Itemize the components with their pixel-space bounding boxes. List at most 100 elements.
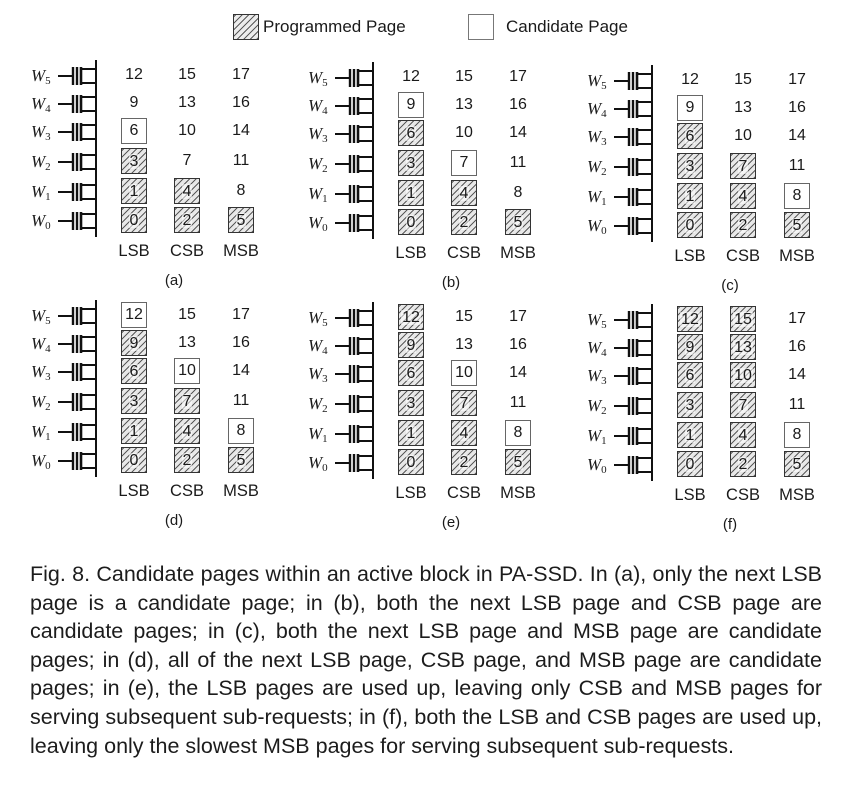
page-lsb-9: 9 <box>129 94 139 111</box>
column-header-csb: CSB <box>447 484 481 502</box>
page-msb-14: 14 <box>509 364 527 381</box>
page-lsb-1: 1 <box>398 420 424 446</box>
page-msb-5: 5 <box>505 449 531 475</box>
panel-c: W5 W4 W3 W2 W1 W0 12 15 17 9 13 16 6 10 14 3 7 11 1 4 8 0 2 5 LS… <box>584 65 843 322</box>
page-msb-16: 16 <box>788 99 806 116</box>
page-lsb-1: 1 <box>121 418 147 444</box>
wordline-label-w0: W0 <box>587 455 607 477</box>
page-lsb-12: 12 <box>398 304 424 330</box>
page-msb-11: 11 <box>232 152 250 169</box>
page-csb-4: 4 <box>730 422 756 448</box>
column-header-lsb: LSB <box>118 482 150 500</box>
page-csb-2: 2 <box>451 449 477 475</box>
wordline-label-w2: W2 <box>31 152 51 174</box>
wordline-label-w5: W5 <box>308 68 328 90</box>
wordline-label-w2: W2 <box>308 154 328 176</box>
page-csb-13: 13 <box>455 96 473 113</box>
page-csb-2: 2 <box>730 451 756 477</box>
page-lsb-3: 3 <box>121 388 147 414</box>
panel-label: (c) <box>721 277 739 294</box>
page-csb-15: 15 <box>734 71 752 88</box>
column-header-csb: CSB <box>170 482 204 500</box>
page-lsb-1: 1 <box>398 180 424 206</box>
panel-f: W5 W4 W3 W2 W1 W0 12 15 17 9 13 16 6 10 14 3 7 11 1 4 8 0 2 5 LS… <box>584 304 843 561</box>
page-lsb-12: 12 <box>121 302 147 328</box>
wordline-label-w1: W1 <box>308 424 328 446</box>
page-lsb-0: 0 <box>677 212 703 238</box>
page-csb-13: 13 <box>734 99 752 116</box>
page-lsb-6: 6 <box>121 118 147 144</box>
column-header-msb: MSB <box>500 484 536 502</box>
page-lsb-1: 1 <box>677 183 703 209</box>
page-lsb-6: 6 <box>121 358 147 384</box>
column-header-lsb: LSB <box>118 242 150 260</box>
transistor-string-icon <box>335 302 374 479</box>
column-header-lsb: LSB <box>674 486 706 504</box>
column-header-msb: MSB <box>779 247 815 265</box>
column-header-csb: CSB <box>726 486 760 504</box>
page-msb-8: 8 <box>505 420 531 446</box>
panel-label: (e) <box>441 514 461 531</box>
wordline-label-w0: W0 <box>587 216 607 238</box>
programmed-swatch <box>233 14 259 40</box>
page-msb-11: 11 <box>788 157 806 174</box>
page-msb-5: 5 <box>784 212 810 238</box>
column-header-msb: MSB <box>223 242 259 260</box>
page-csb-10: 10 <box>730 362 756 388</box>
page-msb-14: 14 <box>788 366 806 383</box>
page-csb-7: 7 <box>730 153 756 179</box>
page-msb-17: 17 <box>232 66 250 83</box>
column-header-msb: MSB <box>779 486 815 504</box>
page-msb-5: 5 <box>784 451 810 477</box>
figure-legend: Programmed Page Candidate Page <box>0 0 843 50</box>
figure-caption: Fig. 8. Candidate pages within an active… <box>30 562 822 758</box>
page-msb-17: 17 <box>509 68 527 85</box>
page-lsb-6: 6 <box>398 120 424 146</box>
wordline-label-w1: W1 <box>308 184 328 206</box>
legend-programmed-label: Programmed Page <box>263 17 406 36</box>
page-lsb-0: 0 <box>398 209 424 235</box>
page-msb-11: 11 <box>509 394 527 411</box>
page-msb-8: 8 <box>784 183 810 209</box>
panel-label: (d) <box>164 512 184 529</box>
wordline-label-w1: W1 <box>31 182 51 204</box>
page-msb-14: 14 <box>509 124 527 141</box>
wordline-label-w5: W5 <box>308 308 328 330</box>
page-csb-7: 7 <box>182 152 192 169</box>
wordline-label-w0: W0 <box>31 211 51 233</box>
page-csb-4: 4 <box>174 418 200 444</box>
wordline-label-w3: W3 <box>587 127 607 149</box>
page-msb-16: 16 <box>232 334 250 351</box>
page-msb-5: 5 <box>505 209 531 235</box>
panel-label: (f) <box>722 516 738 533</box>
wordline-label-w2: W2 <box>308 394 328 416</box>
wordline-label-w0: W0 <box>31 451 51 473</box>
page-msb-11: 11 <box>788 396 806 413</box>
page-lsb-0: 0 <box>121 207 147 233</box>
page-csb-7: 7 <box>451 150 477 176</box>
column-header-csb: CSB <box>170 242 204 260</box>
page-lsb-1: 1 <box>677 422 703 448</box>
wordline-label-w0: W0 <box>308 453 328 475</box>
page-msb-17: 17 <box>232 306 250 323</box>
page-lsb-6: 6 <box>677 123 703 149</box>
wordline-label-w5: W5 <box>587 71 607 93</box>
page-msb-11: 11 <box>232 392 250 409</box>
page-msb-16: 16 <box>788 338 806 355</box>
page-csb-2: 2 <box>730 212 756 238</box>
wordline-label-w4: W4 <box>587 99 607 121</box>
page-lsb-6: 6 <box>398 360 424 386</box>
column-header-csb: CSB <box>447 244 481 262</box>
panel-label: (b) <box>441 274 461 291</box>
page-msb-8: 8 <box>513 184 523 201</box>
page-csb-7: 7 <box>174 388 200 414</box>
page-lsb-12: 12 <box>677 306 703 332</box>
page-lsb-3: 3 <box>677 153 703 179</box>
page-csb-10: 10 <box>451 360 477 386</box>
legend-programmed: Programmed Page <box>233 13 406 41</box>
page-msb-8: 8 <box>784 422 810 448</box>
page-msb-5: 5 <box>228 447 254 473</box>
page-csb-15: 15 <box>455 308 473 325</box>
page-lsb-12: 12 <box>681 71 699 88</box>
page-csb-10: 10 <box>734 127 752 144</box>
